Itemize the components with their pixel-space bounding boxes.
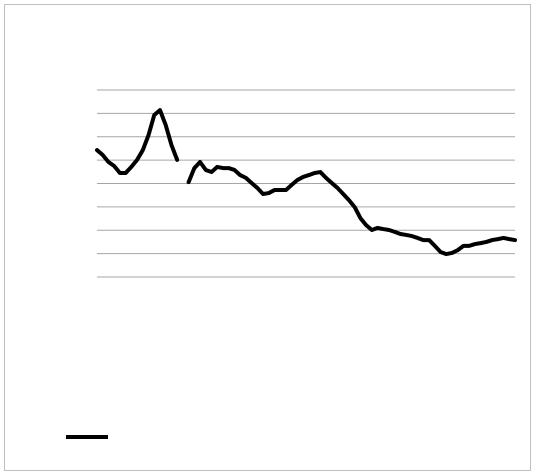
data-line bbox=[95, 108, 517, 257]
chart-border bbox=[4, 4, 531, 471]
